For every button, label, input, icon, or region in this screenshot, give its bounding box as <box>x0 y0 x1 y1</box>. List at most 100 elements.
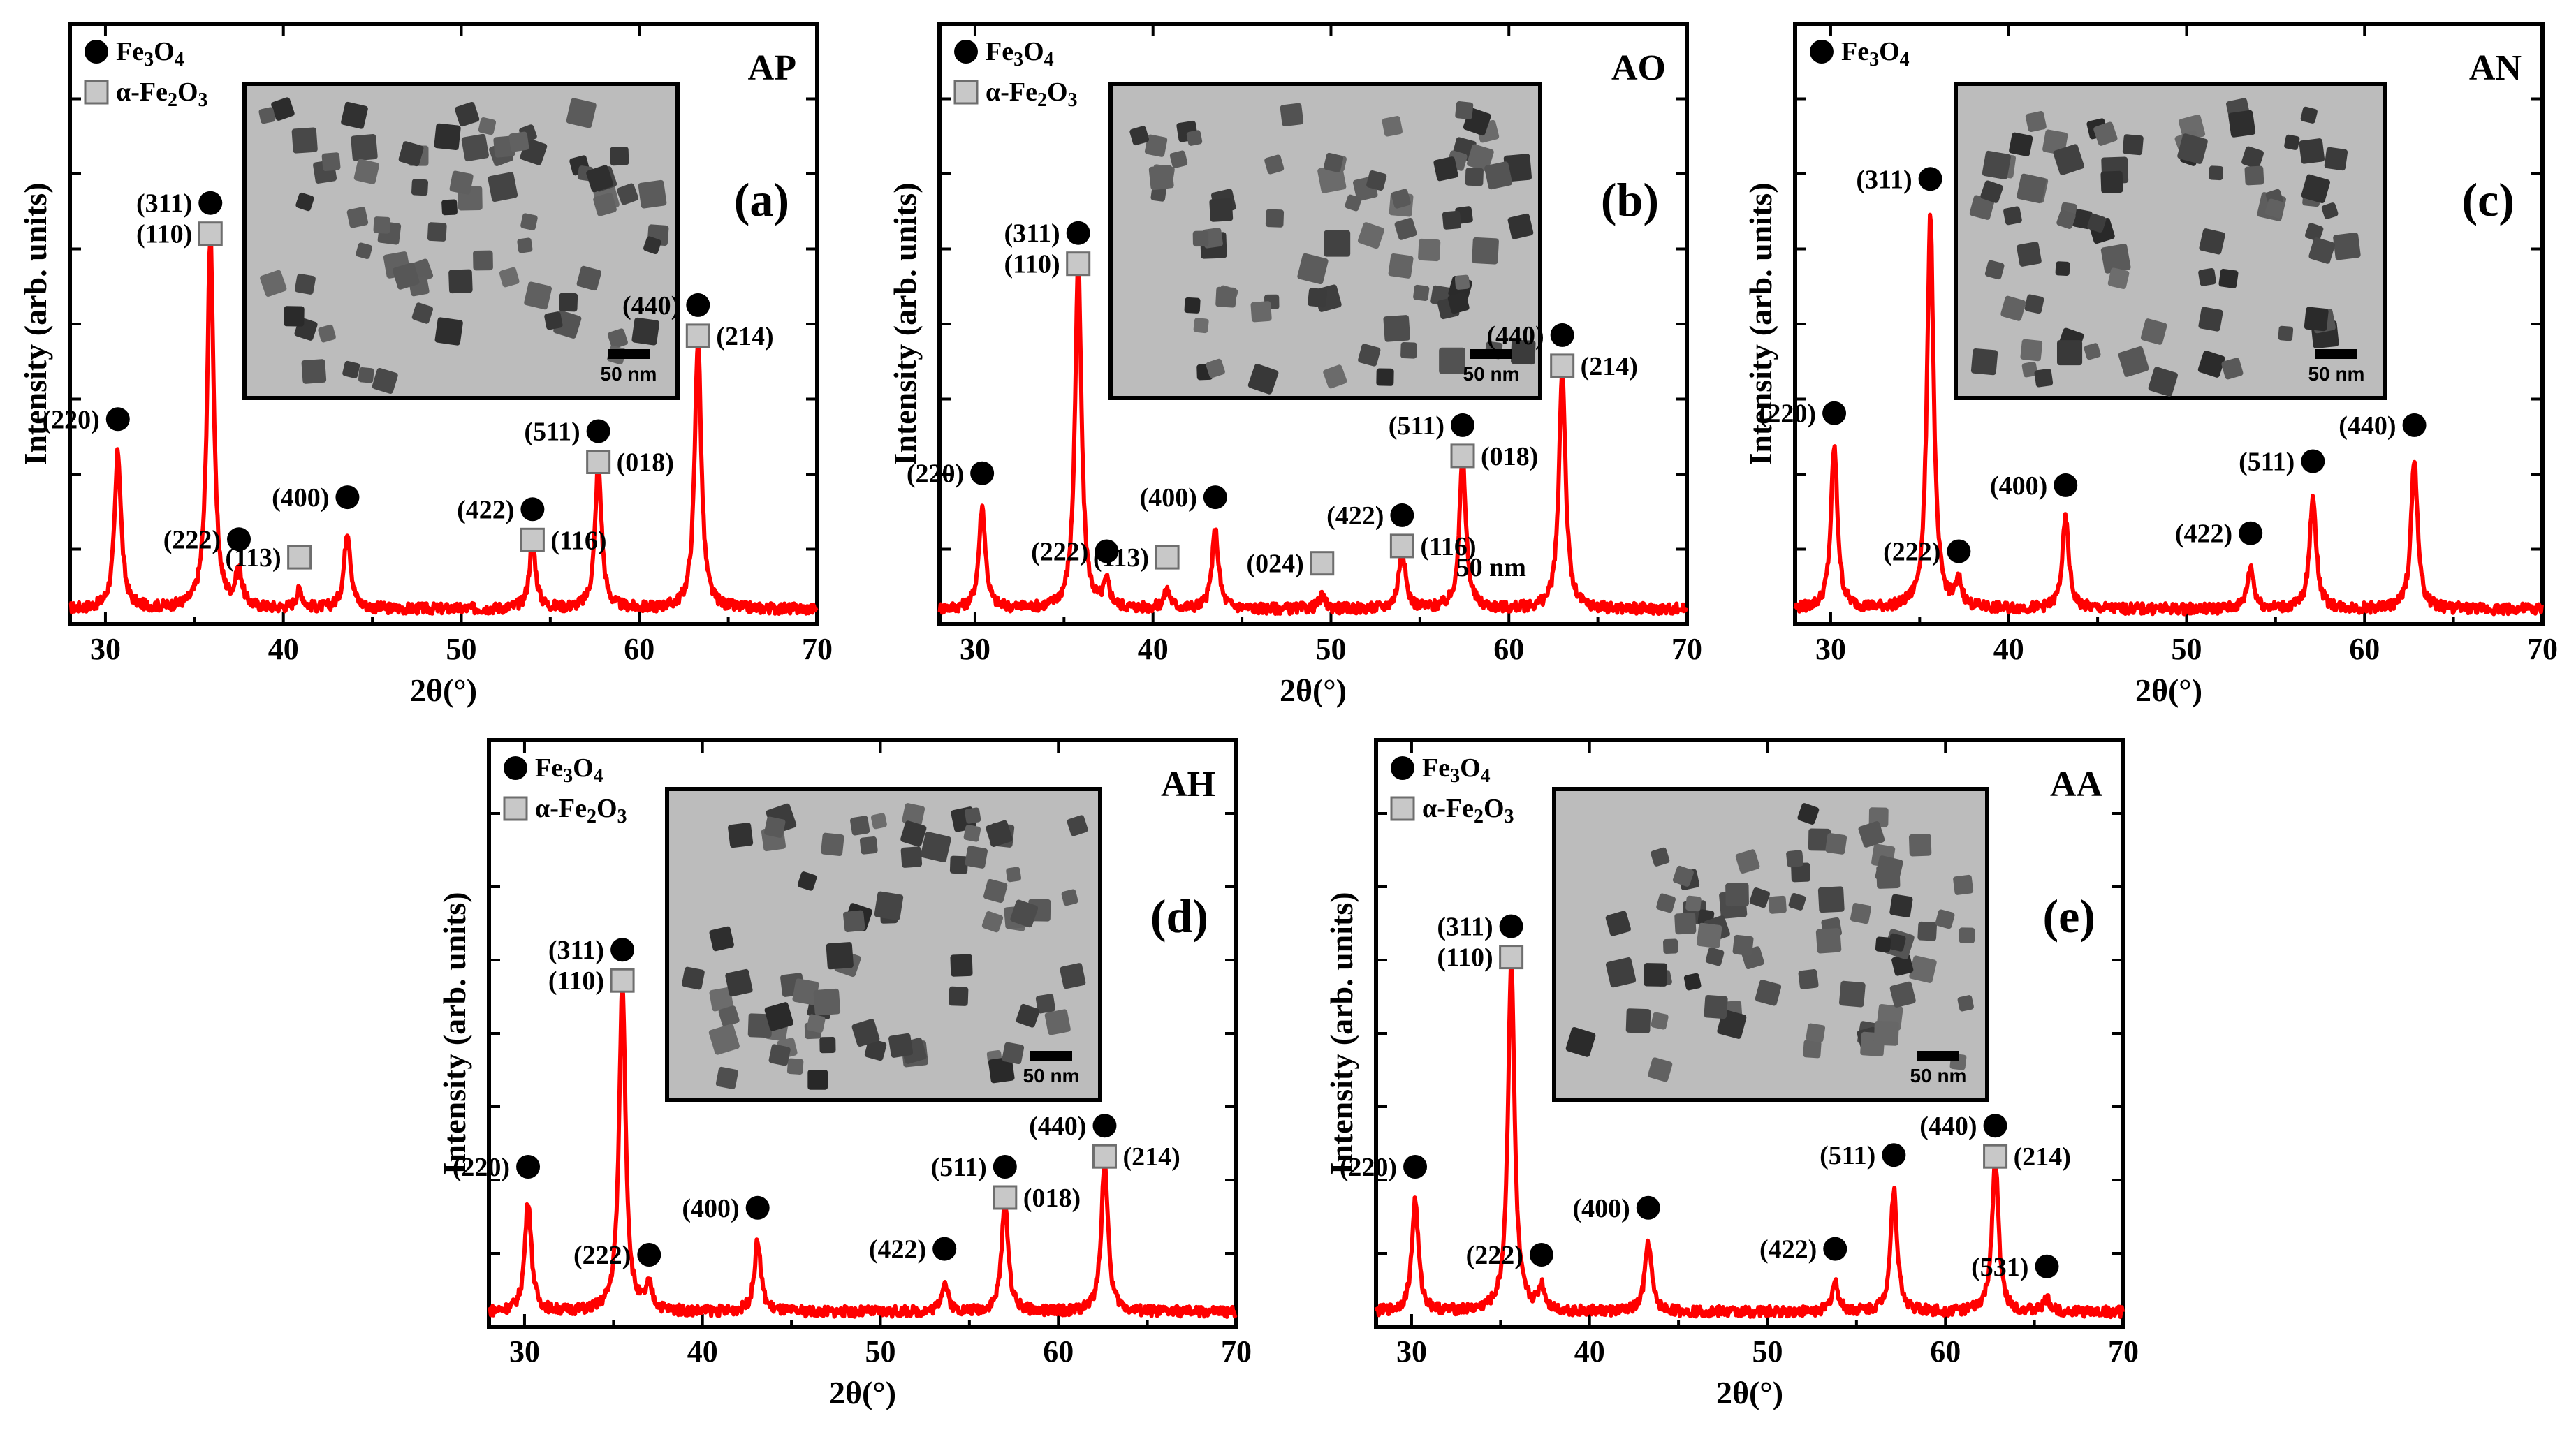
legend-fe3o4-label: Fe3O4 <box>986 37 1054 71</box>
tem-nanoparticle <box>1511 339 1536 365</box>
tem-nanoparticle <box>643 236 661 255</box>
tem-nanoparticle <box>2118 346 2149 377</box>
xrd-pattern-line <box>1793 212 2544 617</box>
tem-nanoparticle <box>1323 364 1347 389</box>
tem-nanoparticle <box>747 1013 773 1038</box>
fe3o4-peak-marker <box>1822 401 1847 425</box>
tem-nanoparticle <box>2299 138 2325 164</box>
tem-nanoparticle <box>1507 213 1534 239</box>
tem-nanoparticle <box>291 127 318 154</box>
peak-label: (511) <box>524 418 580 447</box>
tem-nanoparticle <box>2241 146 2264 169</box>
tem-nanoparticle <box>1308 288 1328 308</box>
tem-nanoparticle <box>1651 1012 1669 1030</box>
tem-nanoparticle <box>1873 1020 1899 1046</box>
tem-nanoparticle <box>965 846 988 869</box>
peak-label: (024) <box>1246 550 1303 579</box>
tem-nanoparticle <box>520 213 538 230</box>
tem-nanoparticle <box>610 147 629 166</box>
tem-nanoparticle <box>2020 339 2043 362</box>
tem-nanoparticle <box>826 942 854 970</box>
tem-nanoparticle <box>2221 358 2244 380</box>
tem-nanoparticle <box>792 978 819 1005</box>
tem-nanoparticle <box>1875 936 1891 952</box>
tem-nanoparticle <box>2107 267 2130 289</box>
peak-label: (214) <box>716 322 773 351</box>
tem-nanoparticle <box>1193 318 1209 334</box>
peak-label: (440) <box>1029 1112 1086 1141</box>
peak-label: (440) <box>2339 411 2396 441</box>
x-axis-label: 2θ(°) <box>829 1375 896 1410</box>
tem-nanoparticle <box>593 193 617 216</box>
peak-label: (220) <box>907 459 964 489</box>
tem-nanoparticle <box>2017 173 2047 204</box>
scale-bar <box>1030 1051 1072 1061</box>
x-tick-label: 50 <box>446 632 476 666</box>
peak-label: (422) <box>869 1235 926 1265</box>
tem-nanoparticle <box>2087 213 2107 233</box>
fe3o4-peak-marker <box>932 1237 957 1261</box>
peak-label: (222) <box>573 1241 631 1270</box>
tem-nanoparticle <box>1917 921 1938 941</box>
tem-nanoparticle <box>1786 850 1804 868</box>
x-tick-label: 30 <box>90 632 121 666</box>
tem-nanoparticle <box>351 133 378 161</box>
scale-bar <box>2315 349 2357 359</box>
tem-nanoparticle <box>2025 111 2047 133</box>
tem-nanoparticle <box>1605 957 1637 988</box>
tem-nanoparticle <box>1129 126 1150 146</box>
tem-nanoparticle <box>1465 168 1484 186</box>
tem-nanoparticle <box>2009 132 2033 156</box>
tem-nanoparticle <box>1418 238 1441 262</box>
fe2o3-peak-marker <box>1550 353 1575 378</box>
peak-label: (113) <box>1093 543 1149 573</box>
peak-label: (222) <box>1883 538 1940 567</box>
tem-nanoparticle <box>1376 368 1394 386</box>
tem-nanoparticle <box>1366 170 1387 191</box>
fe2o3-peak-marker <box>1066 251 1091 277</box>
tem-nanoparticle <box>1394 217 1417 240</box>
x-tick-label: 50 <box>2171 632 2202 666</box>
y-axis-label: Intensity (arb. units) <box>1324 892 1359 1174</box>
fe2o3-peak-marker <box>685 323 710 348</box>
peak-label: (220) <box>1340 1153 1397 1182</box>
tem-nanoparticle <box>1969 195 1995 220</box>
tem-nanoparticle <box>1953 874 1974 895</box>
peak-label: (440) <box>1919 1112 1977 1141</box>
tem-nanoparticle <box>1672 865 1694 887</box>
tem-nanoparticle <box>1875 855 1903 884</box>
tem-nanoparticle <box>2304 307 2329 332</box>
tem-nanoparticle <box>1454 274 1470 290</box>
tem-nanoparticle <box>301 359 327 384</box>
tem-nanoparticle <box>1265 209 1285 228</box>
tem-nanoparticle <box>1705 947 1725 966</box>
tem-nanoparticle <box>1035 994 1055 1014</box>
tem-nanoparticle <box>1959 927 1975 943</box>
tem-nanoparticle <box>1732 934 1754 956</box>
tem-nanoparticle <box>2218 268 2239 288</box>
fe3o4-peak-marker <box>745 1195 770 1220</box>
tem-nanoparticle <box>2056 340 2083 366</box>
peak-label: (110) <box>1004 250 1060 279</box>
fe3o4-peak-marker <box>637 1243 661 1267</box>
panel-ah: 30 40 50 60 70 2θ(°) Intensity (arb. units) Fe3… <box>437 738 1252 1410</box>
peak-label: (422) <box>1759 1235 1817 1265</box>
tem-nanoparticle <box>411 179 429 196</box>
tem-nanoparticle <box>358 367 374 383</box>
fe3o4-peak-marker <box>1203 485 1227 510</box>
fe2o3-peak-marker <box>610 968 635 993</box>
tem-nanoparticle <box>1815 928 1842 954</box>
tem-nanoparticle <box>1439 347 1465 374</box>
tem-nanoparticle <box>2017 242 2042 267</box>
tem-nanoparticle <box>983 878 1008 904</box>
y-axis-label: Intensity (arb. units) <box>887 182 923 465</box>
x-axis-label: 2θ(°) <box>1280 672 1347 708</box>
peak-label: (220) <box>42 405 99 434</box>
tem-nanoparticle <box>1768 895 1787 914</box>
x-tick-label: 30 <box>1815 632 1846 666</box>
fe3o4-peak-marker <box>2035 1254 2059 1278</box>
peak-label: (311) <box>548 936 604 965</box>
scale-bar <box>608 349 650 359</box>
tem-nanoparticle <box>2148 367 2178 397</box>
tem-nanoparticle <box>1209 198 1234 222</box>
